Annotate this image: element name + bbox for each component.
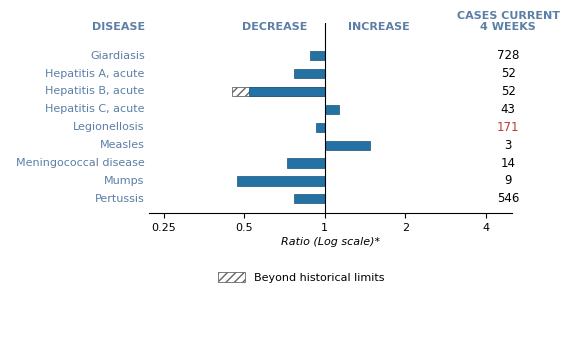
Text: Pertussis: Pertussis xyxy=(95,194,145,204)
Bar xyxy=(286,158,325,168)
Text: 171: 171 xyxy=(497,121,519,134)
Text: Hepatitis C, acute: Hepatitis C, acute xyxy=(45,104,145,114)
Text: CASES CURRENT
4 WEEKS: CASES CURRENT 4 WEEKS xyxy=(457,11,560,32)
Text: Giardiasis: Giardiasis xyxy=(90,51,145,61)
Bar xyxy=(237,176,325,186)
Text: 9: 9 xyxy=(505,174,512,187)
X-axis label: Ratio (Log scale)*: Ratio (Log scale)* xyxy=(281,237,380,247)
Text: Hepatitis B, acute: Hepatitis B, acute xyxy=(45,87,145,96)
Bar xyxy=(316,123,325,132)
Text: 546: 546 xyxy=(497,192,519,205)
Text: Hepatitis A, acute: Hepatitis A, acute xyxy=(45,69,145,79)
Text: DISEASE: DISEASE xyxy=(91,22,145,32)
Text: Measles: Measles xyxy=(100,140,145,150)
Text: 52: 52 xyxy=(501,67,515,80)
Text: 14: 14 xyxy=(501,157,516,170)
Bar xyxy=(294,194,325,204)
Text: Mumps: Mumps xyxy=(104,176,145,186)
Bar xyxy=(310,51,325,60)
Text: Meningococcal disease: Meningococcal disease xyxy=(16,158,145,168)
Text: DECREASE: DECREASE xyxy=(242,22,307,32)
Text: INCREASE: INCREASE xyxy=(348,22,410,32)
Text: 43: 43 xyxy=(501,103,515,116)
Bar xyxy=(325,105,339,114)
Text: Legionellosis: Legionellosis xyxy=(73,122,145,132)
Text: 728: 728 xyxy=(497,49,519,62)
Text: 3: 3 xyxy=(505,139,512,152)
Bar xyxy=(249,87,325,96)
Bar xyxy=(325,140,370,150)
Legend: Beyond historical limits: Beyond historical limits xyxy=(213,267,389,287)
Bar xyxy=(232,87,325,96)
Bar xyxy=(294,69,325,78)
Text: 52: 52 xyxy=(501,85,515,98)
